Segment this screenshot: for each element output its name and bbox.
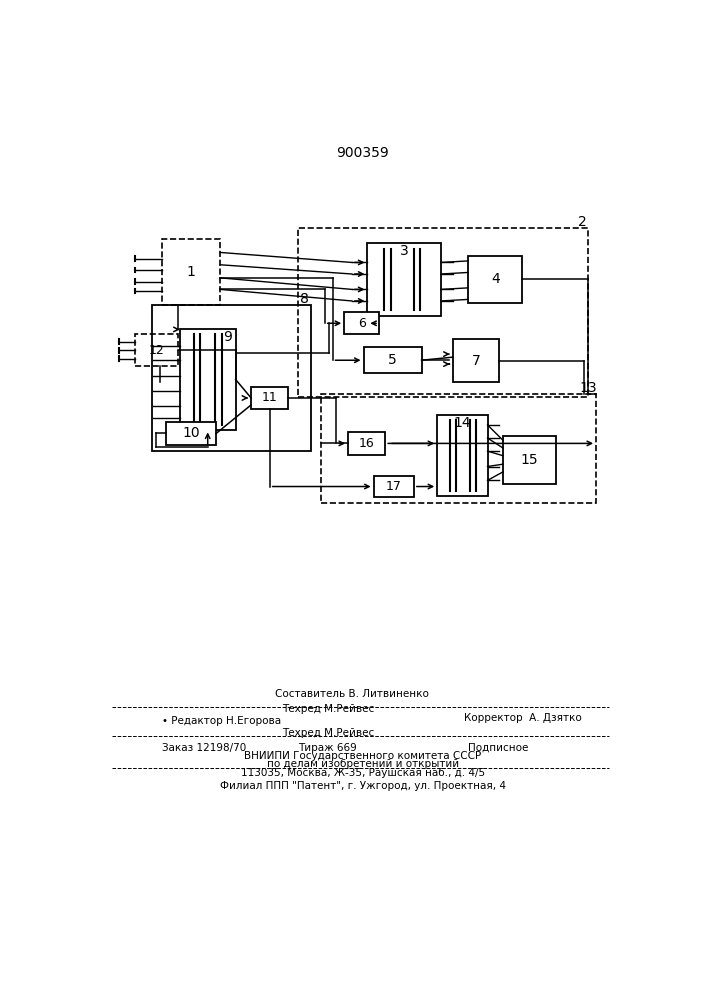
Text: 9: 9 (223, 330, 233, 344)
Text: Корректор  А. Дзятко: Корректор А. Дзятко (464, 713, 581, 723)
Bar (321, 394, 596, 503)
Text: по делам изобретений и открытий: по делам изобретений и открытий (267, 759, 459, 769)
Text: 13: 13 (580, 381, 597, 395)
Bar (348, 432, 385, 455)
Bar (437, 415, 488, 496)
Text: 12: 12 (148, 344, 164, 357)
Text: 2: 2 (578, 215, 586, 229)
Text: Филиал ППП "Патент", г. Ужгород, ул. Проектная, 4: Филиал ППП "Патент", г. Ужгород, ул. Про… (220, 781, 506, 791)
Bar (152, 305, 311, 451)
Bar (363, 347, 421, 373)
Text: 3: 3 (400, 244, 409, 258)
Bar (298, 228, 588, 397)
Bar (180, 329, 235, 430)
Text: 6: 6 (358, 317, 366, 330)
Bar (166, 422, 216, 445)
Text: 16: 16 (358, 437, 375, 450)
Text: Составитель В. Литвиненко: Составитель В. Литвиненко (275, 689, 429, 699)
Bar (135, 334, 177, 366)
Text: 1: 1 (187, 265, 196, 279)
Bar (373, 476, 414, 497)
Text: 7: 7 (472, 354, 480, 368)
Text: 900359: 900359 (337, 146, 389, 160)
Bar (452, 339, 499, 382)
Text: 4: 4 (491, 272, 500, 286)
Text: Техред М.Рейвес: Техред М.Рейвес (283, 728, 375, 738)
Text: 113035, Москва, Ж-35, Раушская наб., д. 4/5: 113035, Москва, Ж-35, Раушская наб., д. … (240, 768, 485, 778)
Text: 5: 5 (388, 353, 397, 367)
Text: Тираж 669: Тираж 669 (298, 743, 356, 753)
Text: • Редактор Н.Егорова: • Редактор Н.Егорова (162, 716, 281, 726)
Text: Подписное: Подписное (468, 743, 529, 753)
Bar (368, 243, 441, 316)
Text: 8: 8 (300, 292, 309, 306)
Bar (468, 256, 522, 303)
Text: Заказ 12198/70: Заказ 12198/70 (162, 743, 246, 753)
Bar (162, 239, 220, 305)
Bar (344, 312, 379, 334)
Bar (503, 436, 556, 484)
Text: 17: 17 (386, 480, 402, 493)
Text: 10: 10 (182, 426, 200, 440)
Text: 14: 14 (453, 416, 471, 430)
Bar (251, 387, 288, 409)
Text: 11: 11 (262, 391, 278, 404)
Text: ВНИИПИ Государственного комитета СССР: ВНИИПИ Государственного комитета СССР (244, 751, 481, 761)
Text: Техред М.Рейвес: Техред М.Рейвес (283, 704, 375, 714)
Text: 15: 15 (520, 453, 538, 467)
